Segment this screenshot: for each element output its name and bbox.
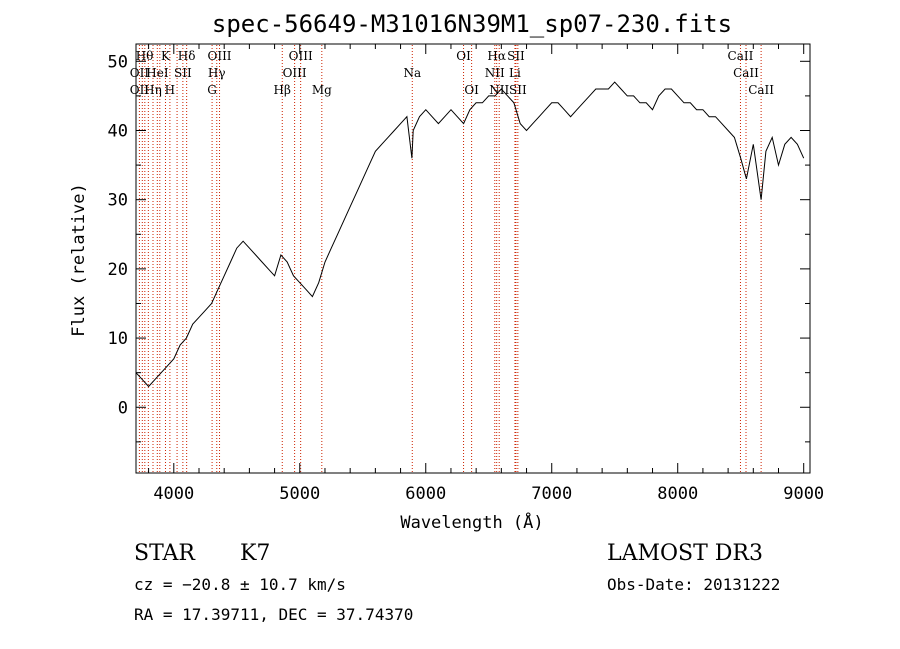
line-marker-label: K — [161, 49, 171, 63]
line-marker-label: Hα — [487, 49, 506, 63]
y-tick-label: 30 — [108, 191, 128, 211]
line-marker-label: CaII — [728, 49, 754, 63]
line-marker-label: SII — [174, 66, 192, 80]
x-tick-label: 8000 — [657, 484, 698, 504]
line-marker-label: OII — [130, 66, 150, 80]
chart-title: spec-56649-M31016N39M1_sp07-230.fits — [212, 10, 732, 38]
line-marker-label: OIII — [283, 66, 307, 80]
x-tick-label: 9000 — [783, 484, 824, 504]
line-marker-label: Hθ — [136, 49, 154, 63]
y-tick-label: 10 — [108, 329, 128, 349]
y-tick-label: 50 — [108, 52, 128, 72]
spectral-subclass: K7 — [240, 541, 270, 566]
x-axis-ticks: 4000 5000 6000 7000 8000 9000 — [148, 44, 824, 504]
x-tick-label: 7000 — [531, 484, 572, 504]
coordinates: RA = 17.39711, DEC = 37.74370 — [134, 605, 413, 624]
spectrum-line — [135, 81, 805, 388]
y-tick-label: 40 — [108, 121, 128, 141]
line-marker-label: HeI — [146, 66, 169, 80]
y-axis-label: Flux (relative) — [69, 183, 89, 337]
survey-name: LAMOST DR3 — [607, 541, 763, 566]
line-marker-label: Na — [403, 66, 421, 80]
line-marker-label: Mg — [312, 83, 332, 97]
y-tick-label: 20 — [108, 260, 128, 280]
obs-date: Obs-Date: 20131222 — [607, 575, 780, 594]
line-marker-label: OI — [464, 83, 479, 97]
line-marker-label: Hη — [144, 83, 162, 97]
line-marker-label: Hγ — [208, 66, 226, 80]
line-marker-label: SII — [509, 83, 527, 97]
line-marker-label: CaII — [733, 66, 759, 80]
line-marker-label: OI — [456, 49, 471, 63]
line-marker-label: OII — [130, 83, 150, 97]
line-marker-label: NII — [485, 66, 505, 80]
object-type: STAR — [134, 541, 196, 566]
line-marker-label: H — [165, 83, 175, 97]
line-marker-label: NII — [489, 83, 509, 97]
line-marker-label: G — [207, 83, 217, 97]
x-axis-label: Wavelength (Å) — [400, 511, 543, 533]
plot-frame — [135, 43, 811, 474]
line-marker-label: CaII — [748, 83, 774, 97]
line-marker-label: Hδ — [178, 49, 196, 63]
line-marker-label: SII — [507, 49, 525, 63]
redshift-text: cz = −20.8 ± 10.7 km/s — [134, 575, 346, 594]
line-marker-label: OIII — [289, 49, 313, 63]
line-marker-label: OIII — [207, 49, 231, 63]
y-axis-ticks: 0 10 20 30 40 50 — [108, 52, 810, 443]
line-marker-label: Li — [509, 66, 521, 80]
x-tick-label: 6000 — [405, 484, 446, 504]
x-tick-label: 5000 — [279, 484, 320, 504]
line-marker-label: Hβ — [274, 83, 291, 97]
x-tick-label: 4000 — [153, 484, 194, 504]
line-markers — [138, 45, 762, 472]
y-tick-label: 0 — [118, 398, 128, 418]
